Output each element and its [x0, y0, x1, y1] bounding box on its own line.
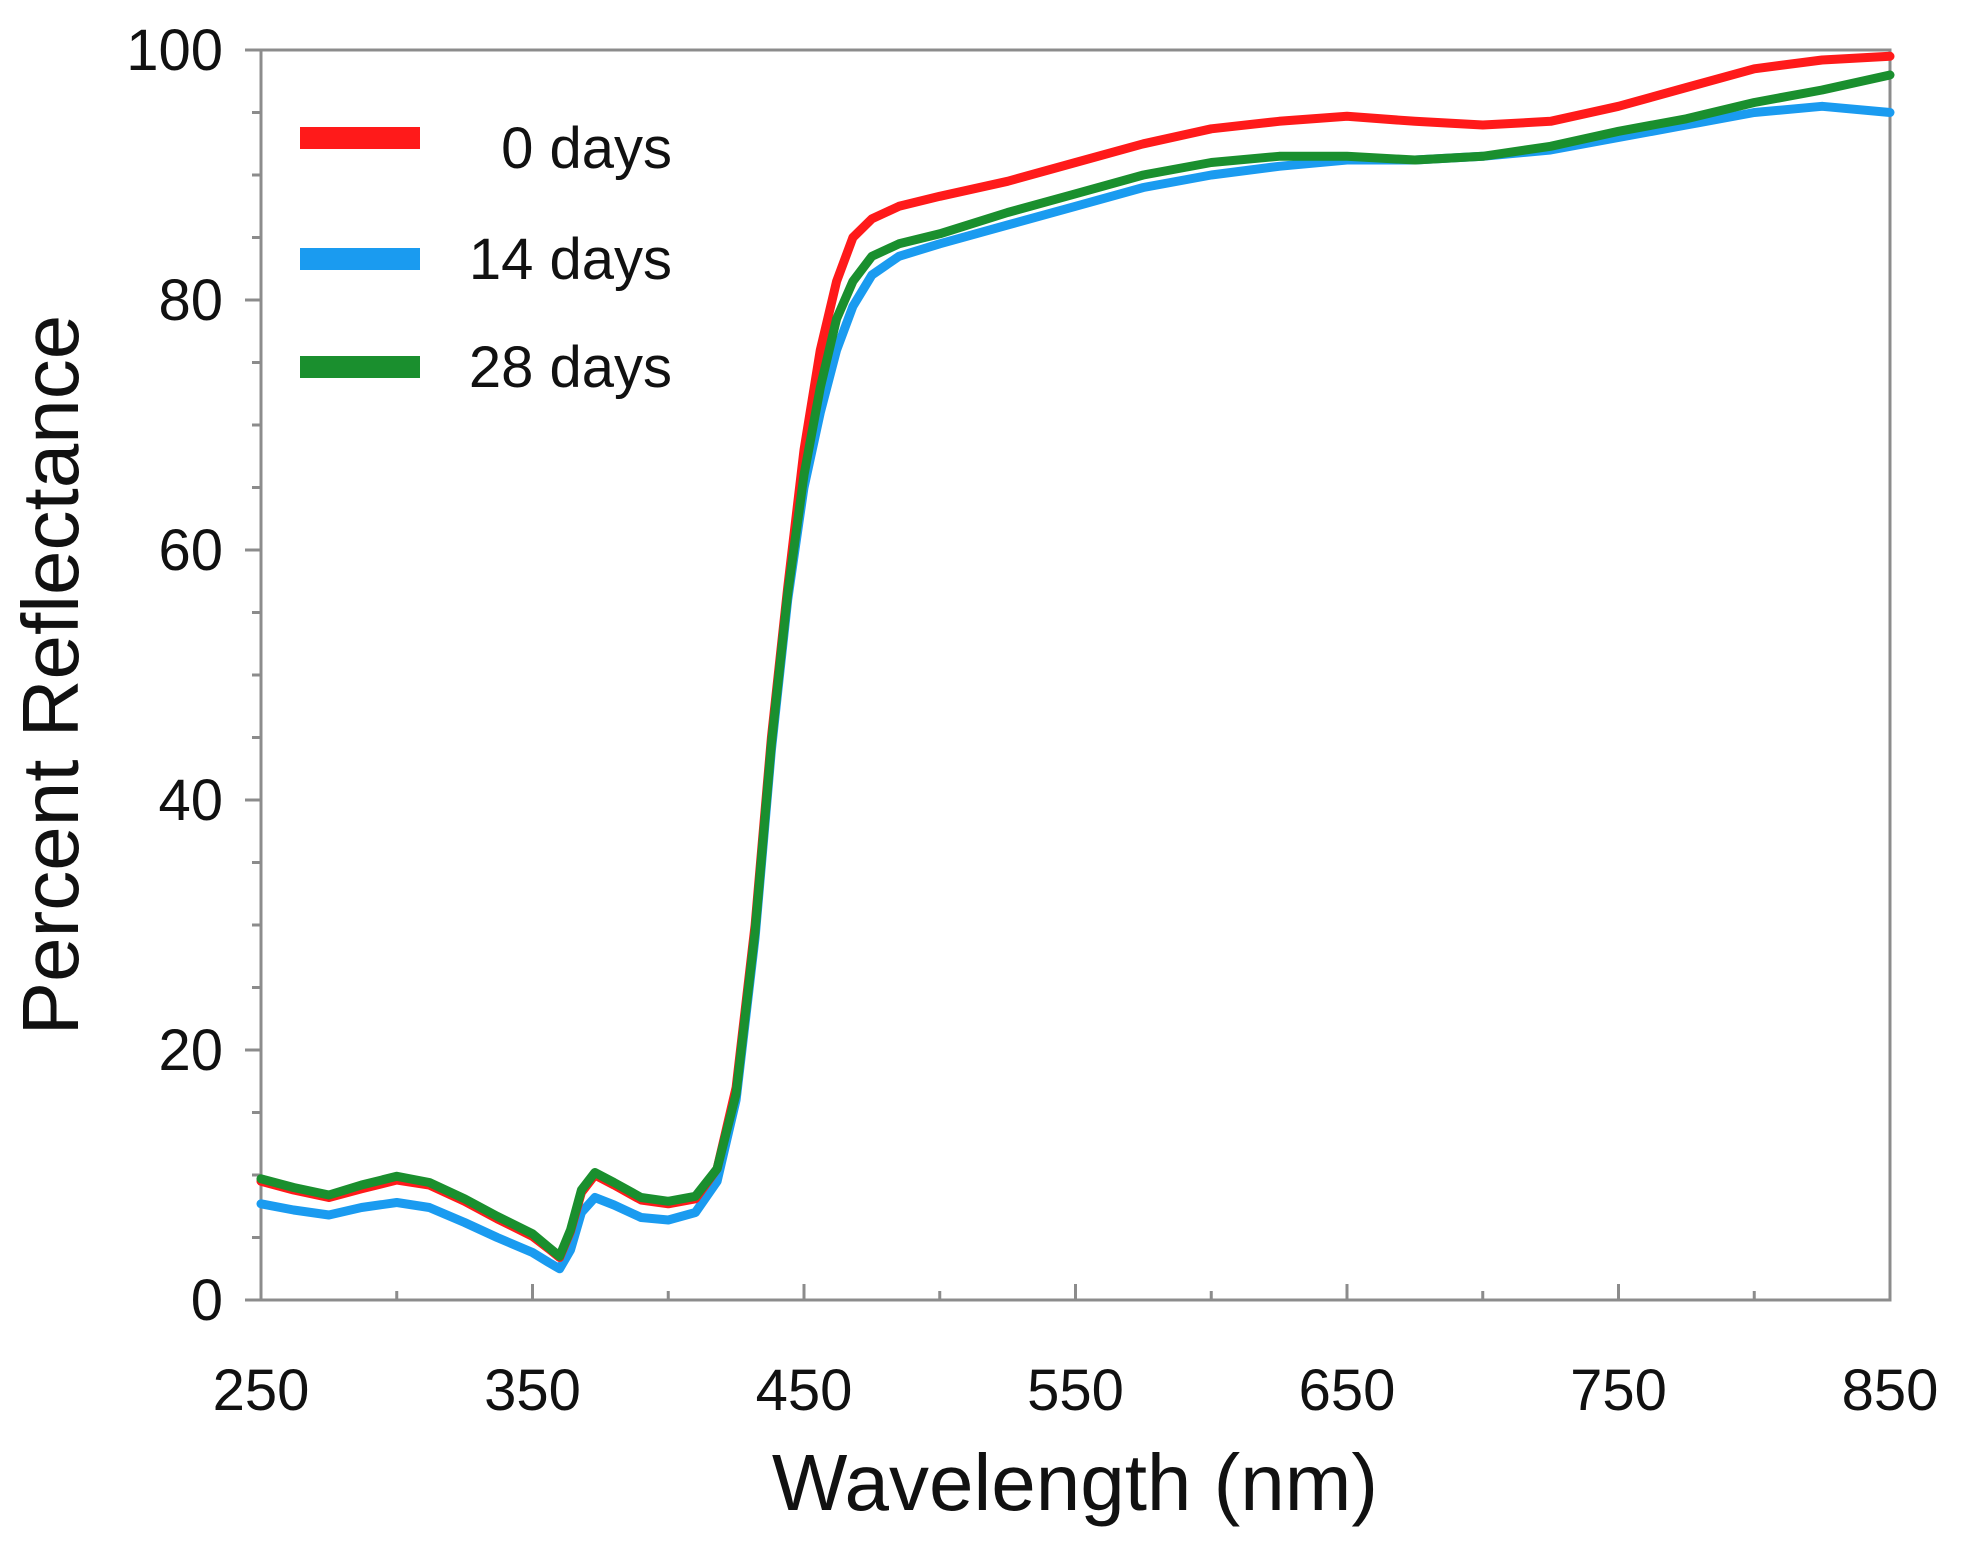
y-tick-label: 0	[191, 1268, 223, 1333]
x-axis-ticks: 250 350 450 550 650 750 850	[213, 1284, 1939, 1423]
series-layer	[256, 51, 1895, 1274]
x-tick-label: 450	[756, 1358, 853, 1423]
legend-label-0-days: 0 days	[501, 116, 672, 181]
x-tick-label: 750	[1570, 1358, 1667, 1423]
legend-label-28-days: 28 days	[469, 335, 672, 400]
x-tick-label: 250	[213, 1358, 310, 1423]
y-tick-label: 60	[158, 518, 223, 583]
y-axis-ticks: 0 20 40 60 80 100	[126, 18, 261, 1333]
y-tick-label: 100	[126, 18, 223, 83]
series-line-28-days	[256, 70, 1895, 1261]
y-tick-label: 20	[158, 1018, 223, 1083]
legend-item-14-days: 14 days	[300, 227, 672, 292]
legend-label-14-days: 14 days	[469, 227, 672, 292]
x-tick-label: 850	[1842, 1358, 1939, 1423]
x-tick-label: 550	[1027, 1358, 1124, 1423]
plot-area	[259, 48, 1892, 1302]
y-tick-label: 80	[158, 268, 223, 333]
x-tick-label: 650	[1299, 1358, 1396, 1423]
legend: 0 days 14 days 28 days	[300, 116, 672, 400]
x-axis-title: Wavelength (nm)	[772, 1438, 1378, 1527]
legend-item-0-days: 0 days	[300, 116, 672, 181]
y-axis-title: Percent Reflectance	[6, 315, 95, 1035]
legend-item-28-days: 28 days	[300, 335, 672, 400]
x-tick-label: 350	[484, 1358, 581, 1423]
y-tick-label: 40	[158, 768, 223, 833]
